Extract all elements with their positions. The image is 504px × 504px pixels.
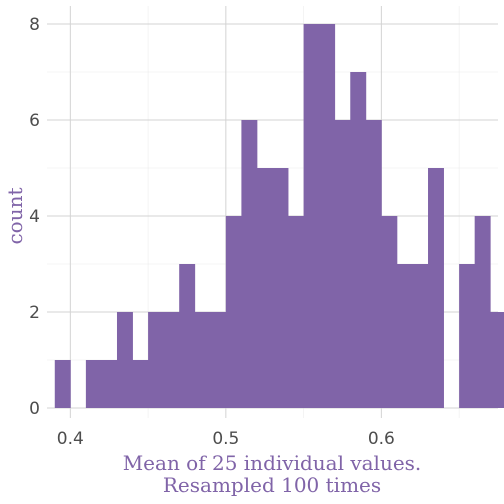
histogram-bar xyxy=(365,120,382,408)
histogram-bars xyxy=(54,24,504,408)
histogram-bar xyxy=(85,360,102,408)
x-axis-tick-labels: 0.4 0.5 0.6 xyxy=(57,429,395,449)
histogram-bar xyxy=(334,120,351,408)
x-tick-label: 0.5 xyxy=(212,429,239,449)
histogram-bar xyxy=(474,216,491,408)
histogram-bar xyxy=(225,216,242,408)
histogram-bar xyxy=(396,264,413,408)
histogram-bar xyxy=(288,216,305,408)
histogram-bar xyxy=(256,168,273,408)
x-axis-title-line-2: Resampled 100 times xyxy=(163,473,381,497)
histogram-bar xyxy=(459,264,476,408)
y-tick-label: 4 xyxy=(29,207,40,227)
histogram-bar xyxy=(241,120,258,408)
histogram-bar xyxy=(132,360,149,408)
histogram-bar xyxy=(490,312,504,408)
x-tick-label: 0.4 xyxy=(57,429,84,449)
y-axis-tick-labels: 0 2 4 6 8 xyxy=(29,15,40,419)
y-tick-label: 0 xyxy=(29,399,40,419)
y-axis-title: count xyxy=(3,187,27,244)
histogram-bar xyxy=(148,312,165,408)
histogram-bar xyxy=(179,264,196,408)
histogram-bar xyxy=(381,216,398,408)
histogram-bar xyxy=(412,264,429,408)
histogram-bar xyxy=(116,312,133,408)
histogram-bar xyxy=(350,72,367,408)
histogram-bar xyxy=(54,360,71,408)
y-tick-label: 8 xyxy=(29,15,40,35)
x-tick-label: 0.6 xyxy=(368,429,395,449)
histogram-bar xyxy=(210,312,227,408)
histogram-bar xyxy=(303,24,320,408)
histogram-bar xyxy=(319,24,336,408)
histogram-bar xyxy=(428,168,444,408)
histogram-bar xyxy=(272,168,289,408)
histogram-bar xyxy=(163,312,180,408)
y-tick-label: 2 xyxy=(29,303,40,323)
y-tick-label: 6 xyxy=(29,111,40,131)
histogram-bar xyxy=(101,360,118,408)
x-axis-title-line-1: Mean of 25 individual values. xyxy=(123,451,422,475)
histogram-bar xyxy=(194,312,211,408)
